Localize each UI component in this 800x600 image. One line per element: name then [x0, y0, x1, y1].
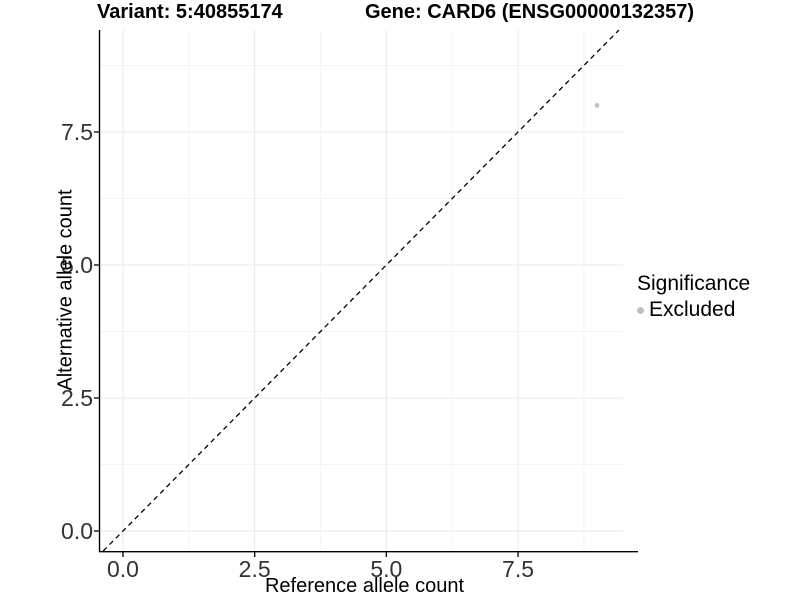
identity-dashed-line [102, 29, 620, 552]
y-axis-title: Alternative allele count [54, 189, 77, 391]
x-tick-label: 0.0 [107, 556, 139, 582]
legend: Significance Excluded [637, 271, 750, 322]
legend-item-label: Excluded [649, 298, 736, 322]
y-tick-label: 5.0 [61, 252, 93, 278]
legend-key-dot-icon [637, 306, 644, 314]
y-tick-label: 0.0 [61, 518, 93, 544]
data-point [594, 103, 600, 108]
plot-title-gene: Gene: CARD6 (ENSG00000132357) [365, 1, 695, 23]
legend-item-excluded: Excluded [637, 298, 750, 322]
x-tick-label: 5.0 [370, 556, 402, 582]
y-tick-label: 2.5 [61, 385, 93, 411]
x-tick-label: 2.5 [239, 556, 271, 582]
y-tick-label: 7.5 [61, 119, 93, 145]
x-tick-label: 7.5 [502, 556, 534, 582]
legend-title: Significance [637, 272, 751, 295]
x-axis-title: Reference allele count [264, 575, 464, 597]
plot-title-variant: Variant: 5:40855174 [97, 1, 283, 23]
